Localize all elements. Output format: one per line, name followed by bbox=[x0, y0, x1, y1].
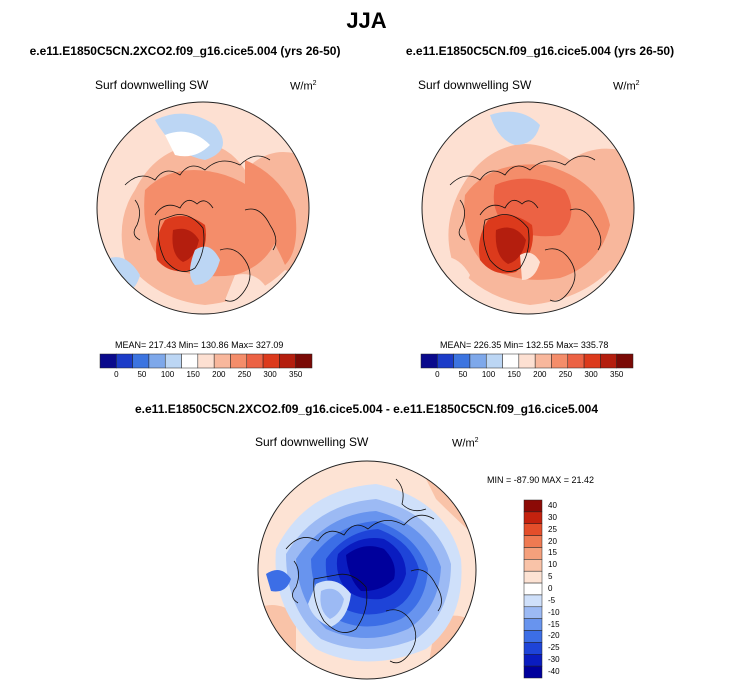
colorbar-tick-label: 0 bbox=[548, 584, 553, 593]
colorbar-swatch bbox=[213, 353, 231, 369]
colorbar-tick-label: 50 bbox=[458, 370, 468, 379]
colorbar-swatch bbox=[230, 353, 248, 369]
panel-1-title: e.e11.E1850C5CN.2XCO2.f09_g16.cice5.004 … bbox=[29, 44, 341, 58]
colorbar-tick-label: 350 bbox=[610, 370, 624, 379]
colorbar-swatch bbox=[523, 606, 543, 619]
panel-2-units-label: W/m2 bbox=[613, 80, 640, 93]
colorbar-swatch bbox=[262, 353, 280, 369]
panel-1-units-label: W/m2 bbox=[290, 80, 317, 93]
colorbar-swatch bbox=[523, 547, 543, 560]
colorbar-swatch bbox=[164, 353, 182, 369]
panel-1-units-base: W/m bbox=[290, 80, 313, 93]
colorbar-swatch bbox=[523, 559, 543, 572]
colorbar-tick-label: 100 bbox=[160, 370, 175, 379]
colorbar-tick-label: -15 bbox=[548, 619, 560, 629]
colorbar-tick-label: 40 bbox=[548, 500, 557, 510]
colorbar-tick-label: -20 bbox=[548, 631, 560, 641]
colorbar-swatch bbox=[279, 353, 296, 369]
panel-3-colorbar bbox=[523, 499, 543, 679]
panel-2-stats: MEAN= 226.35 Min= 132.55 Max= 335.78 bbox=[440, 340, 609, 350]
colorbar-swatch bbox=[551, 353, 569, 369]
colorbar-swatch bbox=[523, 618, 543, 631]
panel-2-units-base: W/m bbox=[613, 80, 636, 93]
colorbar-swatch bbox=[523, 582, 543, 596]
panel-2-colorbar-ticks: 0 50 100 150 200 250 300 350 bbox=[421, 370, 633, 382]
panel-3-units-label: W/m2 bbox=[452, 437, 479, 450]
colorbar-tick-label: 0 bbox=[435, 370, 440, 379]
colorbar-tick-label: 200 bbox=[212, 370, 226, 379]
colorbar-swatch bbox=[469, 353, 487, 369]
panel-1-polar-map bbox=[96, 101, 310, 315]
colorbar-swatch bbox=[132, 353, 150, 369]
panel-1-colorbar-ticks: 0 50 100 150 200 250 300 350 bbox=[100, 370, 312, 382]
panel-2-variable-label: Surf downwelling SW bbox=[418, 78, 532, 92]
colorbar-tick-label: 150 bbox=[186, 370, 200, 379]
colorbar-tick-label: -5 bbox=[548, 595, 556, 605]
panel-2-title: e.e11.E1850C5CN.f09_g16.cice5.004 (yrs 2… bbox=[405, 44, 675, 58]
colorbar-swatch bbox=[453, 353, 471, 369]
colorbar-tick-label: 20 bbox=[548, 536, 557, 546]
colorbar-swatch bbox=[116, 353, 133, 369]
colorbar-swatch bbox=[523, 499, 543, 513]
colorbar-tick-label: 10 bbox=[548, 560, 557, 570]
colorbar-swatch bbox=[534, 353, 552, 369]
panel-3-title: e.e11.E1850C5CN.2XCO2.f09_g16.cice5.004 … bbox=[135, 402, 598, 416]
panel-3-stats: MIN = -87.90 MAX = 21.42 bbox=[487, 475, 595, 485]
panel-3-units-base: W/m bbox=[452, 437, 475, 450]
colorbar-swatch bbox=[502, 353, 520, 369]
colorbar-tick-label: 250 bbox=[558, 370, 573, 379]
colorbar-swatch bbox=[523, 570, 543, 584]
panel-2-colorbar bbox=[420, 353, 634, 369]
colorbar-swatch bbox=[295, 353, 313, 369]
panel-3-polar-map bbox=[257, 460, 477, 680]
colorbar-tick-label: -30 bbox=[548, 655, 560, 665]
colorbar-tick-label: -40 bbox=[548, 667, 560, 677]
colorbar-tick-label: 15 bbox=[548, 548, 557, 558]
panel-1-stats: MEAN= 217.43 Min= 130.86 Max= 327.09 bbox=[115, 340, 284, 350]
colorbar-tick-label: 300 bbox=[263, 370, 277, 379]
colorbar-swatch bbox=[523, 642, 543, 655]
panel-3-colorbar-ticks: 40 30 25 20 15 10 5 0 -5 -10 -15 -20 -25 -30 -40 bbox=[548, 500, 578, 678]
colorbar-swatch bbox=[523, 594, 543, 608]
colorbar-swatch bbox=[246, 353, 264, 369]
page-title: JJA bbox=[346, 8, 387, 33]
colorbar-tick-label: -25 bbox=[548, 643, 560, 653]
colorbar-swatch bbox=[181, 353, 199, 369]
colorbar-swatch bbox=[148, 353, 166, 369]
colorbar-tick-label: 0 bbox=[114, 370, 119, 379]
colorbar-swatch bbox=[523, 523, 543, 536]
colorbar-tick-label: 150 bbox=[507, 370, 521, 379]
colorbar-tick-label: 250 bbox=[237, 370, 252, 379]
colorbar-swatch bbox=[518, 353, 536, 369]
colorbar-tick-label: 25 bbox=[548, 524, 557, 534]
colorbar-swatch bbox=[420, 353, 438, 369]
colorbar-tick-label: 100 bbox=[481, 370, 496, 379]
colorbar-swatch bbox=[485, 353, 503, 369]
colorbar-swatch bbox=[99, 353, 117, 369]
colorbar-swatch bbox=[523, 665, 543, 679]
colorbar-tick-label: 300 bbox=[584, 370, 598, 379]
colorbar-swatch bbox=[567, 353, 585, 369]
colorbar-swatch bbox=[523, 654, 543, 667]
colorbar-tick-label: 5 bbox=[548, 572, 553, 582]
colorbar-swatch bbox=[197, 353, 215, 369]
colorbar-tick-label: 350 bbox=[289, 370, 303, 379]
panel-1-colorbar bbox=[99, 353, 313, 369]
colorbar-swatch bbox=[616, 353, 634, 369]
colorbar-swatch bbox=[523, 535, 543, 548]
colorbar-tick-label: -10 bbox=[548, 607, 560, 617]
colorbar-swatch bbox=[523, 511, 543, 524]
panel-1-variable-label: Surf downwelling SW bbox=[95, 78, 209, 92]
colorbar-swatch bbox=[523, 630, 543, 643]
panel-3-variable-label: Surf downwelling SW bbox=[255, 435, 369, 449]
colorbar-swatch bbox=[583, 353, 601, 369]
colorbar-tick-label: 50 bbox=[137, 370, 147, 379]
colorbar-swatch bbox=[437, 353, 454, 369]
colorbar-tick-label: 200 bbox=[533, 370, 547, 379]
panel-2-polar-map bbox=[421, 101, 635, 315]
colorbar-tick-label: 30 bbox=[548, 512, 557, 522]
colorbar-swatch bbox=[600, 353, 617, 369]
